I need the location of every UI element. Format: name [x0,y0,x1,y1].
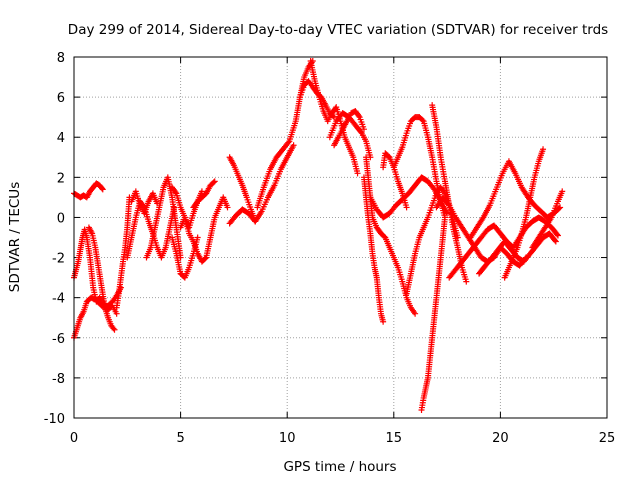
data-point [554,231,561,238]
data-point [557,204,564,211]
data-point [198,188,205,195]
y-tick-label: -2 [52,252,65,267]
data-point [285,139,292,146]
data-point [554,232,561,239]
series-arc-26 [403,184,461,297]
series-arc-5 [113,194,133,311]
data-point [381,233,388,240]
y-tick-label: -4 [52,292,65,307]
series-arc-1 [71,180,106,201]
series-arc-12 [190,178,218,211]
plot-frame [73,56,608,419]
data-point [290,142,297,149]
data-point [111,326,118,333]
series-arc-19 [331,108,367,149]
series-arc-7 [128,188,161,217]
data-point [355,112,362,119]
y-tick-label: 4 [57,131,65,146]
data-point [559,188,566,195]
x-axis-label: GPS time / hours [283,459,396,475]
data-point [412,310,419,317]
data-point [211,178,218,185]
series-arc-14 [226,142,297,227]
y-tick-label: 0 [57,211,65,226]
x-tick-label: 25 [599,431,616,446]
series-arc-18 [326,110,374,161]
series-arc-20 [360,174,387,325]
data-point [110,325,117,332]
data-point [354,170,361,177]
data-points [71,58,566,413]
series-arc-30 [467,158,564,241]
chart-title: Day 299 of 2014, Sidereal Day-to-day VTE… [68,22,608,38]
series-arc-9 [169,234,201,281]
data-point [172,189,179,196]
series-arc-27 [429,102,470,285]
data-point [419,117,426,124]
data-point [445,201,452,208]
data-point [224,204,231,211]
data-point [330,113,337,120]
data-point [210,179,217,186]
data-point [360,126,367,133]
y-tick-label: 6 [57,91,65,106]
data-point [202,255,209,262]
data-point [113,310,120,317]
data-point [441,214,448,221]
series-arc-13 [226,154,259,225]
y-tick-label: -8 [52,372,65,387]
data-point [357,129,364,136]
data-point [99,186,106,193]
series-arc-24 [380,150,410,211]
series-arc-17 [296,78,338,121]
y-tick-label: -10 [44,412,65,427]
data-point [98,185,105,192]
series-arc-32 [501,146,547,281]
data-point [194,234,201,241]
data-point [551,237,558,244]
series-arc-25 [418,214,448,413]
series-arc-4 [85,224,118,333]
y-tick-label: -6 [52,332,65,347]
x-tick-label: 10 [279,431,296,446]
x-tick-label: 5 [176,431,184,446]
data-point [403,204,410,211]
x-tick-label: 0 [70,431,78,446]
series-arc-11 [177,194,231,265]
data-point [463,278,470,285]
y-tick-label: 2 [57,171,65,186]
data-point [331,114,338,121]
data-point [540,146,547,153]
y-axis-label: SDTVAR / TECUs [7,182,23,292]
series-arc-33 [529,188,566,251]
data-point [552,238,559,245]
y-tick-label: 8 [57,51,65,66]
x-tick-label: 15 [386,431,403,446]
data-point [380,318,387,325]
x-tick-label: 20 [492,431,509,446]
